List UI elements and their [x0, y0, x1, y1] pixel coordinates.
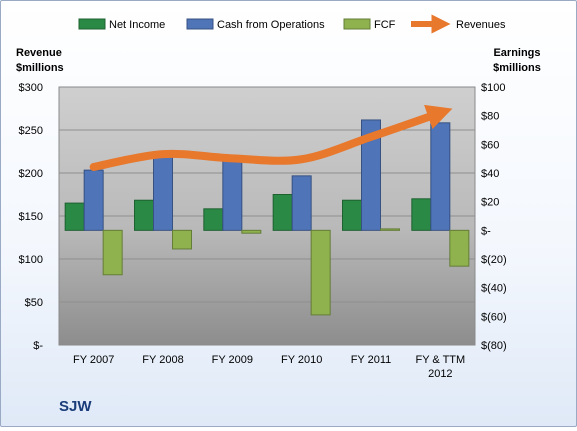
- legend-label: Cash from Operations: [217, 19, 325, 31]
- left-tick-label: $150: [19, 211, 43, 223]
- bar-net-income: [64, 202, 85, 231]
- legend-swatch-net-income: [78, 18, 106, 30]
- right-tick-label: $20: [481, 197, 499, 209]
- left-tick-label: $-: [33, 340, 43, 352]
- right-tick-label: $(40): [481, 283, 507, 295]
- left-axis-ticks: $- $50 $100 $150 $200 $250 $300: [19, 82, 44, 352]
- legend-label: FCF: [374, 19, 396, 31]
- revenues-line: [89, 104, 453, 171]
- bar-net-income: [342, 199, 362, 231]
- category-label: FY 2011: [351, 354, 392, 366]
- chart-title: SJW: [59, 398, 92, 415]
- bar-fcf: [380, 228, 400, 231]
- category-label: FY 2009: [212, 354, 253, 366]
- bar-net-income: [411, 198, 432, 231]
- bar-fcf: [241, 229, 262, 234]
- bar-cash-from-operations: [291, 175, 312, 231]
- right-tick-label: $100: [481, 82, 505, 94]
- category-label: FY 2008: [142, 354, 183, 366]
- bar-cash-from-operations: [430, 122, 451, 231]
- bar-cash-from-operations: [361, 119, 381, 231]
- legend-label: Net Income: [109, 19, 165, 31]
- revenue-line-layer: [89, 104, 453, 171]
- left-tick-label: $250: [19, 125, 43, 137]
- bar-cash-from-operations: [83, 169, 104, 231]
- category-labels: FY 2007 FY 2008 FY 2009 FY 2010 FY 2011 FY & …: [73, 354, 465, 380]
- right-tick-label: $40: [481, 168, 499, 180]
- bar-net-income: [203, 208, 224, 231]
- bar-fcf: [172, 229, 192, 250]
- bar-fcf: [449, 229, 470, 267]
- right-tick-label: $(80): [481, 340, 507, 352]
- bar-cash-from-operations: [153, 151, 173, 231]
- right-axis-title-line1: Earnings: [493, 47, 540, 59]
- category-label: FY 2010: [281, 354, 322, 366]
- right-tick-label: $(60): [481, 311, 507, 323]
- legend-label: Revenues: [456, 19, 506, 31]
- legend-swatch-cash-from-operations: [186, 18, 214, 30]
- legend: Net Income Cash from Operations FCF Revenue…: [78, 14, 506, 34]
- bar-cash-from-operations: [222, 155, 243, 231]
- legend-swatch-fcf: [343, 18, 371, 30]
- right-tick-label: $60: [481, 139, 499, 151]
- category-label: FY & TTM 2012: [415, 354, 465, 380]
- right-tick-label: $(20): [481, 254, 507, 266]
- left-axis-title-line2: $millions: [16, 62, 64, 74]
- left-tick-label: $100: [19, 254, 43, 266]
- right-tick-label: $80: [481, 111, 499, 123]
- left-tick-label: $50: [25, 297, 43, 309]
- bar-net-income: [272, 194, 293, 231]
- left-tick-label: $300: [19, 82, 43, 94]
- bar-net-income: [134, 199, 154, 231]
- bar-fcf: [310, 229, 331, 316]
- gridlines: [59, 129, 475, 303]
- bars: [64, 119, 470, 316]
- left-axis-title-line1: Revenue: [16, 47, 62, 59]
- left-tick-label: $200: [19, 168, 43, 180]
- right-axis-ticks: $(80) $(60) $(40) $(20) $- $20 $40 $60 $80 $100: [481, 82, 507, 352]
- category-label: FY 2007: [73, 354, 114, 366]
- right-axis-title-line2: $millions: [493, 62, 541, 74]
- bar-fcf: [102, 229, 123, 276]
- right-tick-label: $-: [481, 225, 491, 237]
